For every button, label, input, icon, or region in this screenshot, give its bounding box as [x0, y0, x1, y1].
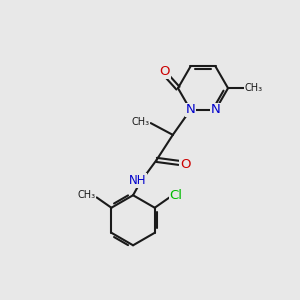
Text: N: N: [186, 103, 195, 116]
Text: Cl: Cl: [169, 189, 182, 202]
Text: NH: NH: [129, 174, 146, 187]
Text: O: O: [160, 65, 170, 78]
Text: N: N: [211, 103, 220, 116]
Text: CH₃: CH₃: [77, 190, 95, 200]
Text: CH₃: CH₃: [131, 117, 149, 127]
Text: O: O: [180, 158, 190, 171]
Text: CH₃: CH₃: [244, 83, 263, 93]
